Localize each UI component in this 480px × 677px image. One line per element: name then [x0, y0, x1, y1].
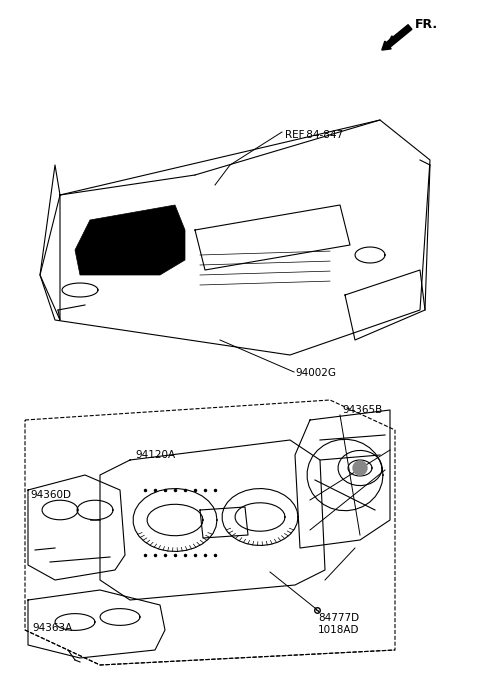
Polygon shape [75, 205, 185, 275]
Text: 94360D: 94360D [30, 490, 71, 500]
Text: 94120A: 94120A [135, 450, 175, 460]
Circle shape [353, 461, 367, 475]
Text: 94363A: 94363A [32, 623, 72, 633]
Text: FR.: FR. [415, 18, 438, 31]
Text: 94365B: 94365B [342, 405, 382, 415]
FancyArrow shape [382, 24, 412, 50]
Text: 94002G: 94002G [295, 368, 336, 378]
Text: 84777D
1018AD: 84777D 1018AD [318, 613, 360, 634]
Text: REF.84-847: REF.84-847 [285, 130, 343, 140]
